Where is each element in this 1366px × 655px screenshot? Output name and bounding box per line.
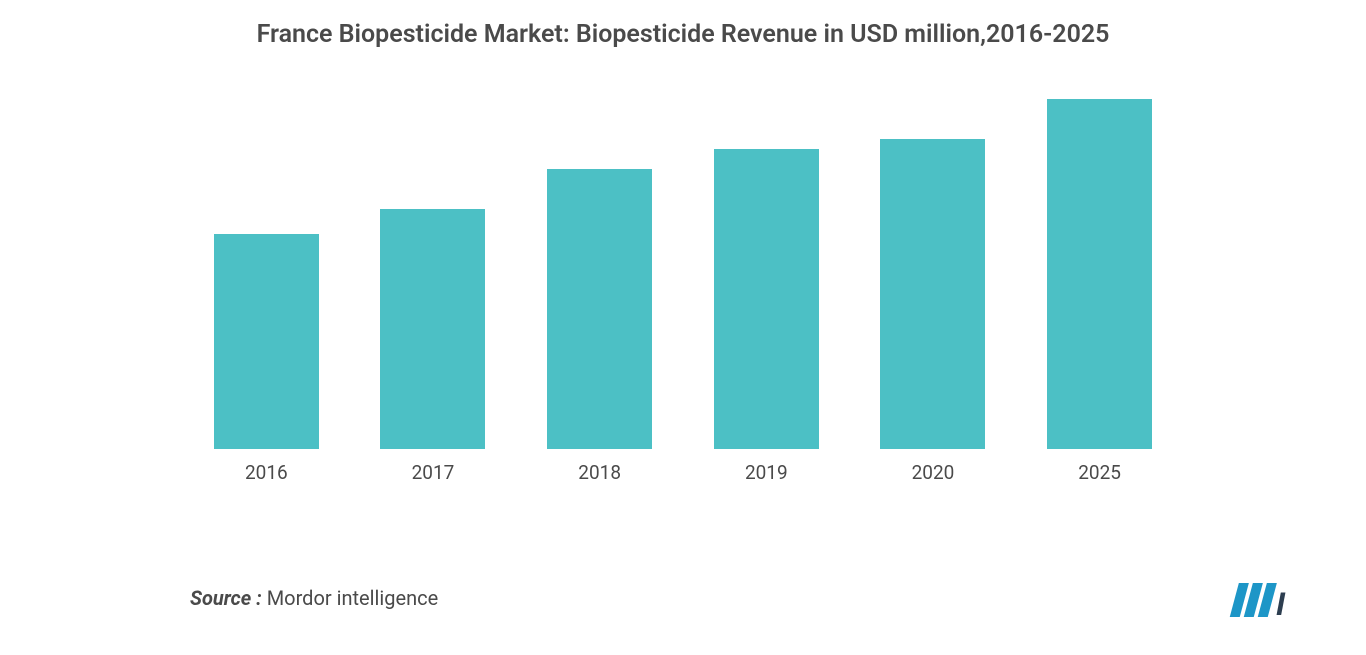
x-label: 2017 <box>363 461 503 484</box>
svg-text:I: I <box>1276 586 1286 622</box>
bar-group <box>1030 99 1170 449</box>
mordor-logo-icon: I <box>1226 575 1306 625</box>
source-value: Mordor intelligence <box>262 586 438 610</box>
chart-title: France Biopesticide Market: Biopesticide… <box>0 0 1366 59</box>
bar-2018 <box>547 169 652 449</box>
bar-group <box>530 169 670 449</box>
bar-group <box>196 234 336 449</box>
bar-2020 <box>880 139 985 449</box>
bar-2025 <box>1047 99 1152 449</box>
chart-area: 2016 2017 2018 2019 2020 2025 <box>183 79 1183 469</box>
bar-group <box>363 209 503 449</box>
source-label: Source : <box>190 586 262 610</box>
bars-container <box>183 79 1183 449</box>
bar-2017 <box>380 209 485 449</box>
x-axis-labels: 2016 2017 2018 2019 2020 2025 <box>183 461 1183 484</box>
bar-group <box>696 149 836 449</box>
bar-2016 <box>214 234 319 449</box>
bar-group <box>863 139 1003 449</box>
x-label: 2020 <box>863 461 1003 484</box>
bar-2019 <box>714 149 819 449</box>
x-label: 2016 <box>196 461 336 484</box>
x-label: 2025 <box>1030 461 1170 484</box>
source-attribution: Source : Mordor intelligence <box>190 586 438 610</box>
x-label: 2018 <box>530 461 670 484</box>
x-label: 2019 <box>696 461 836 484</box>
